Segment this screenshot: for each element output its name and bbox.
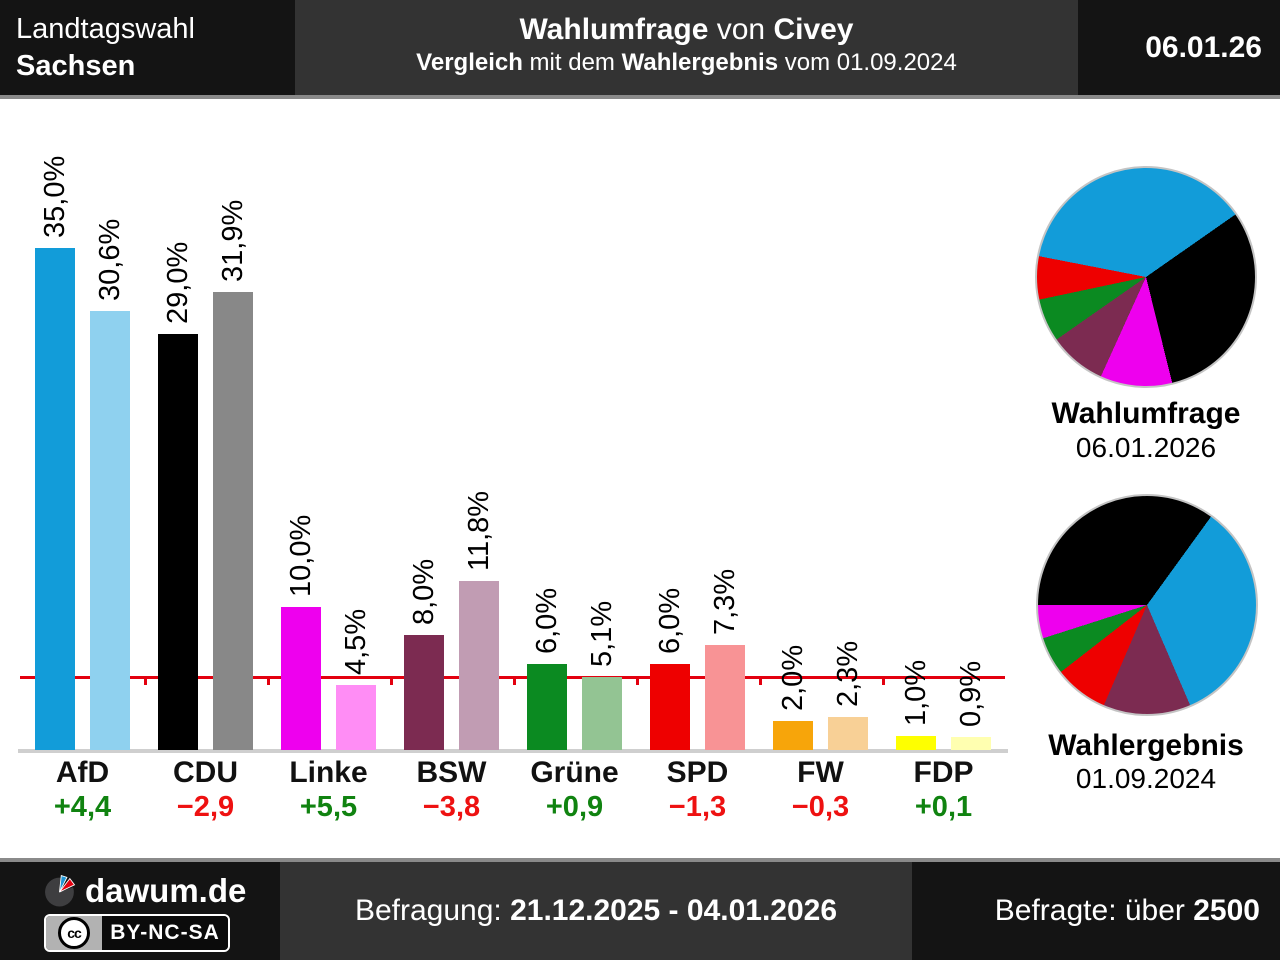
- election-pie-title: Wahlergebnis: [1048, 729, 1244, 762]
- bar-Linke-election: [336, 685, 376, 750]
- party-label-FDP: FDP: [913, 756, 974, 789]
- cc-icon: cc: [58, 917, 90, 949]
- subtitle-part: vom 01.09.2024: [778, 49, 957, 76]
- threshold-tick: [636, 676, 639, 685]
- header-separator: [0, 95, 1280, 99]
- diff-label-CDU: −2,9: [176, 791, 235, 823]
- party-label-BSW: BSW: [416, 756, 487, 789]
- bar-SPD-election: [705, 645, 745, 750]
- poll-pie-date: 06.01.2026: [1075, 432, 1217, 463]
- state-label: Sachsen: [16, 50, 136, 82]
- brand-row: dawum.de: [44, 872, 280, 910]
- bar-value-label-FW-poll: 2,0%: [777, 645, 809, 712]
- bar-AfD-poll: [35, 247, 75, 751]
- title-part: Wahlumfrage: [519, 13, 709, 46]
- bar-Grüne-poll: [527, 663, 567, 750]
- threshold-tick: [144, 676, 147, 685]
- x-axis-baseline: [18, 749, 1008, 753]
- footer-respondents-panel: Befragte: über 2500: [912, 862, 1280, 960]
- threshold-tick: [390, 676, 393, 685]
- bar-BSW-poll: [404, 635, 444, 750]
- poll-date: 06.01.26: [1145, 30, 1262, 64]
- footer-separator: [0, 858, 1280, 862]
- bar-CDU-poll: [158, 333, 198, 750]
- five-percent-threshold-line: [20, 676, 1005, 679]
- bar-value-label-FDP-election: 0,9%: [955, 661, 987, 728]
- diff-label-SPD: −1,3: [668, 791, 727, 823]
- diff-label-AfD: +4,4: [53, 791, 112, 823]
- poll-pie-chart: [1035, 166, 1257, 388]
- bar-value-label-Linke-poll: 10,0%: [285, 514, 317, 597]
- bar-value-label-Grüne-election: 5,1%: [586, 600, 618, 667]
- election-pie-chart: [1036, 494, 1258, 716]
- bar-value-label-SPD-election: 7,3%: [709, 569, 741, 636]
- title-part: von: [708, 13, 774, 46]
- party-label-AfD: AfD: [55, 756, 110, 789]
- bar-value-label-SPD-poll: 6,0%: [654, 587, 686, 654]
- bar-Grüne-election: [582, 676, 622, 750]
- party-label-Grüne: Grüne: [530, 756, 619, 789]
- diff-label-Grüne: +0,9: [545, 791, 604, 823]
- bar-value-label-AfD-election: 30,6%: [94, 218, 126, 301]
- bar-FW-poll: [773, 721, 813, 750]
- threshold-tick: [759, 676, 762, 685]
- title-part: Civey: [773, 13, 854, 46]
- respondents-count: 2500: [1193, 894, 1260, 927]
- header-region-panel: Landtagswahl Sachsen: [0, 0, 295, 95]
- bar-value-label-BSW-election: 11,8%: [463, 490, 495, 571]
- page-title: Wahlumfrage von Civey: [295, 13, 1078, 47]
- threshold-tick: [882, 676, 885, 685]
- bar-CDU-election: [213, 292, 253, 750]
- brand-name: dawum.de: [85, 872, 247, 909]
- election-pie-date: 01.09.2024: [1075, 763, 1217, 794]
- diff-label-Linke: +5,5: [299, 791, 358, 823]
- bar-FW-election: [828, 717, 868, 750]
- party-label-CDU: CDU: [173, 756, 238, 789]
- dawum-logo-icon: [45, 875, 76, 907]
- party-label-SPD: SPD: [666, 756, 729, 789]
- bar-Linke-poll: [281, 606, 321, 750]
- bar-value-label-FDP-poll: 1,0%: [900, 659, 932, 726]
- bar-SPD-poll: [650, 663, 690, 750]
- bar-value-label-Linke-election: 4,5%: [340, 609, 372, 676]
- cc-license-text: BY-NC-SA: [102, 916, 228, 950]
- subtitle-part: Vergleich: [416, 49, 523, 76]
- header-title-panel: Wahlumfrage von Civey Vergleich mit dem …: [295, 0, 1078, 95]
- survey-label: Befragung:: [354, 894, 511, 927]
- page-subtitle: Vergleich mit dem Wahlergebnis vom 01.09…: [295, 47, 1078, 79]
- bar-BSW-election: [459, 580, 499, 750]
- election-type-label: Landtagswahl: [16, 13, 195, 45]
- party-label-FW: FW: [797, 756, 844, 789]
- bar-FDP-election: [951, 737, 991, 750]
- diff-label-FW: −0,3: [791, 791, 850, 823]
- header-date-panel: 06.01.26: [1078, 0, 1280, 95]
- respondents-text: Befragte: über 2500: [995, 894, 1260, 928]
- subtitle-part: mit dem: [522, 49, 622, 76]
- diff-label-BSW: −3,8: [422, 791, 481, 823]
- footer-survey-panel: Befragung: 21.12.2025 - 04.01.2026: [280, 862, 912, 960]
- footer-brand-panel: dawum.de cc BY-NC-SA: [0, 862, 280, 960]
- bar-value-label-AfD-poll: 35,0%: [39, 155, 71, 238]
- threshold-tick: [513, 676, 516, 685]
- bar-value-label-Grüne-poll: 6,0%: [531, 587, 563, 654]
- bar-value-label-CDU-poll: 29,0%: [162, 241, 194, 324]
- bar-FDP-poll: [896, 735, 936, 750]
- poll-pie-title: Wahlumfrage: [1051, 397, 1241, 430]
- bar-value-label-CDU-election: 31,9%: [217, 199, 249, 283]
- bar-AfD-election: [90, 310, 130, 750]
- respondents-label: Befragte: über: [994, 894, 1194, 927]
- survey-period: 21.12.2025 - 04.01.2026: [510, 894, 838, 927]
- party-label-Linke: Linke: [289, 756, 368, 789]
- diff-label-FDP: +0,1: [914, 791, 973, 823]
- cc-license-badge: cc BY-NC-SA: [44, 914, 230, 952]
- subtitle-part: Wahlergebnis: [621, 49, 779, 76]
- threshold-tick: [267, 676, 270, 685]
- bar-value-label-FW-election: 2,3%: [832, 640, 864, 707]
- cc-badge-left: cc: [46, 916, 102, 950]
- survey-period-text: Befragung: 21.12.2025 - 04.01.2026: [355, 894, 837, 928]
- bar-value-label-BSW-poll: 8,0%: [408, 559, 440, 626]
